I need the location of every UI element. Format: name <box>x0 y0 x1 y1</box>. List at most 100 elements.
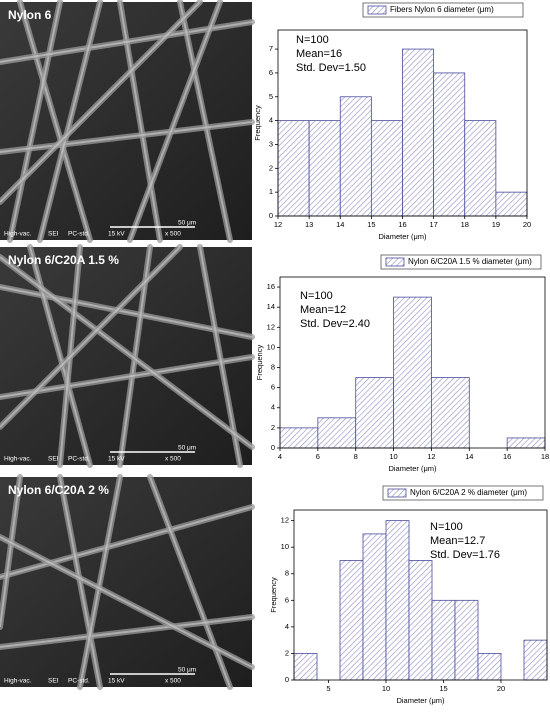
y-axis-label: Frequency <box>255 345 264 381</box>
y-tick-label: 2 <box>271 423 275 432</box>
x-axis-label: Diameter (μm) <box>388 464 437 473</box>
x-tick-label: 4 <box>278 452 282 461</box>
bar <box>506 437 546 449</box>
fiber-highlight <box>0 616 253 648</box>
x-axis-label: Diameter (μm) <box>378 232 427 241</box>
legend-label: Nylon 6/C20A 2 % diameter (μm) <box>410 488 527 497</box>
y-tick-label: 0 <box>285 675 289 684</box>
fiber-highlight <box>19 1 91 241</box>
annotation: N=100 <box>296 34 329 46</box>
annotation: Std. Dev=1.76 <box>430 549 500 561</box>
micrograph-info: SEI <box>48 678 59 685</box>
bar <box>477 653 502 681</box>
x-tick-label: 15 <box>367 220 375 229</box>
bar <box>431 377 470 449</box>
scale-label: 50 μm <box>178 445 196 452</box>
fiber-highlight <box>0 476 21 628</box>
bar <box>385 520 410 681</box>
y-tick-label: 10 <box>281 542 289 551</box>
x-tick-label: 12 <box>274 220 282 229</box>
micrograph-info: High-vac. <box>4 231 32 238</box>
annotation: Std. Dev=2.40 <box>300 318 370 330</box>
x-tick-label: 5 <box>326 684 330 693</box>
fibers <box>0 0 255 243</box>
y-tick-label: 6 <box>269 68 273 77</box>
y-axis-label: Frequency <box>253 105 262 141</box>
micrograph-info: PC-std. <box>68 456 90 463</box>
fiber-highlight <box>79 476 121 688</box>
fiber-highlight <box>129 1 221 241</box>
y-tick-label: 8 <box>285 569 289 578</box>
x-tick-label: 20 <box>523 220 531 229</box>
y-tick-label: 2 <box>285 648 289 657</box>
scale-label: 50 μm <box>178 667 196 674</box>
annotation: Mean=12 <box>300 304 346 316</box>
plot-frame <box>279 276 546 449</box>
fiber-highlight <box>29 246 91 466</box>
fiber-highlight <box>0 1 201 203</box>
legend-swatch <box>367 5 387 15</box>
bar <box>339 560 364 681</box>
y-tick-label: 12 <box>281 516 289 525</box>
bar <box>293 653 318 681</box>
scale-label: 50 μm <box>178 220 196 227</box>
micrograph-info: PC-std. <box>68 678 90 685</box>
y-tick-label: 7 <box>269 44 273 53</box>
x-tick-label: 6 <box>316 452 320 461</box>
y-tick-label: 3 <box>269 139 273 148</box>
micrograph-label: Nylon 6/C20A 2 % <box>8 483 109 497</box>
x-tick-label: 14 <box>465 452 473 461</box>
x-tick-label: 18 <box>541 452 549 461</box>
x-tick-label: 18 <box>461 220 469 229</box>
x-tick-label: 16 <box>398 220 406 229</box>
x-tick-label: 19 <box>492 220 500 229</box>
micrograph-info: PC-std. <box>68 231 90 238</box>
fiber-highlight <box>9 1 61 241</box>
y-tick-label: 0 <box>269 211 273 220</box>
annotation: Mean=12.7 <box>430 535 485 547</box>
bar <box>431 599 456 681</box>
y-axis-label: Frequency <box>269 577 278 613</box>
x-tick-label: 10 <box>389 452 397 461</box>
bar <box>355 377 394 449</box>
fiber-highlight <box>0 356 253 398</box>
fiber-highlight <box>0 246 181 428</box>
annotation: Std. Dev=1.50 <box>296 62 366 74</box>
x-tick-label: 12 <box>427 452 435 461</box>
y-tick-label: 14 <box>267 302 275 311</box>
micrograph-info: x 500 <box>165 678 181 685</box>
bar <box>433 72 466 217</box>
y-tick-label: 12 <box>267 322 275 331</box>
bar <box>408 560 433 681</box>
bar <box>454 599 479 681</box>
y-tick-label: 1 <box>269 187 273 196</box>
x-tick-label: 20 <box>497 684 505 693</box>
legend-box <box>380 254 542 270</box>
fiber-highlight <box>199 246 241 466</box>
legend-box <box>362 2 524 18</box>
bar <box>339 96 372 217</box>
bar <box>308 120 341 217</box>
micrograph-info: x 500 <box>165 456 181 463</box>
legend-box <box>382 485 544 501</box>
bar <box>523 639 548 681</box>
fiber-highlight <box>0 506 253 578</box>
y-tick-label: 4 <box>285 622 289 631</box>
x-tick-label: 8 <box>354 452 358 461</box>
x-tick-label: 10 <box>382 684 390 693</box>
x-axis-label: Diameter (μm) <box>396 696 445 705</box>
fiber-highlight <box>0 256 253 448</box>
x-tick-label: 13 <box>305 220 313 229</box>
micrograph-info: x 500 <box>165 231 181 238</box>
bar <box>277 120 310 217</box>
bar <box>362 533 387 681</box>
fiber-highlight <box>59 476 101 688</box>
x-tick-label: 15 <box>439 684 447 693</box>
y-tick-label: 6 <box>285 595 289 604</box>
bar <box>317 417 357 449</box>
micrograph-info: SEI <box>48 456 59 463</box>
y-tick-label: 4 <box>269 116 273 125</box>
fibers <box>0 244 255 468</box>
legend-label: Nylon 6/C20A 1.5 % diameter (μm) <box>408 257 532 266</box>
micrograph-label: Nylon 6/C20A 1.5 % <box>8 253 119 267</box>
